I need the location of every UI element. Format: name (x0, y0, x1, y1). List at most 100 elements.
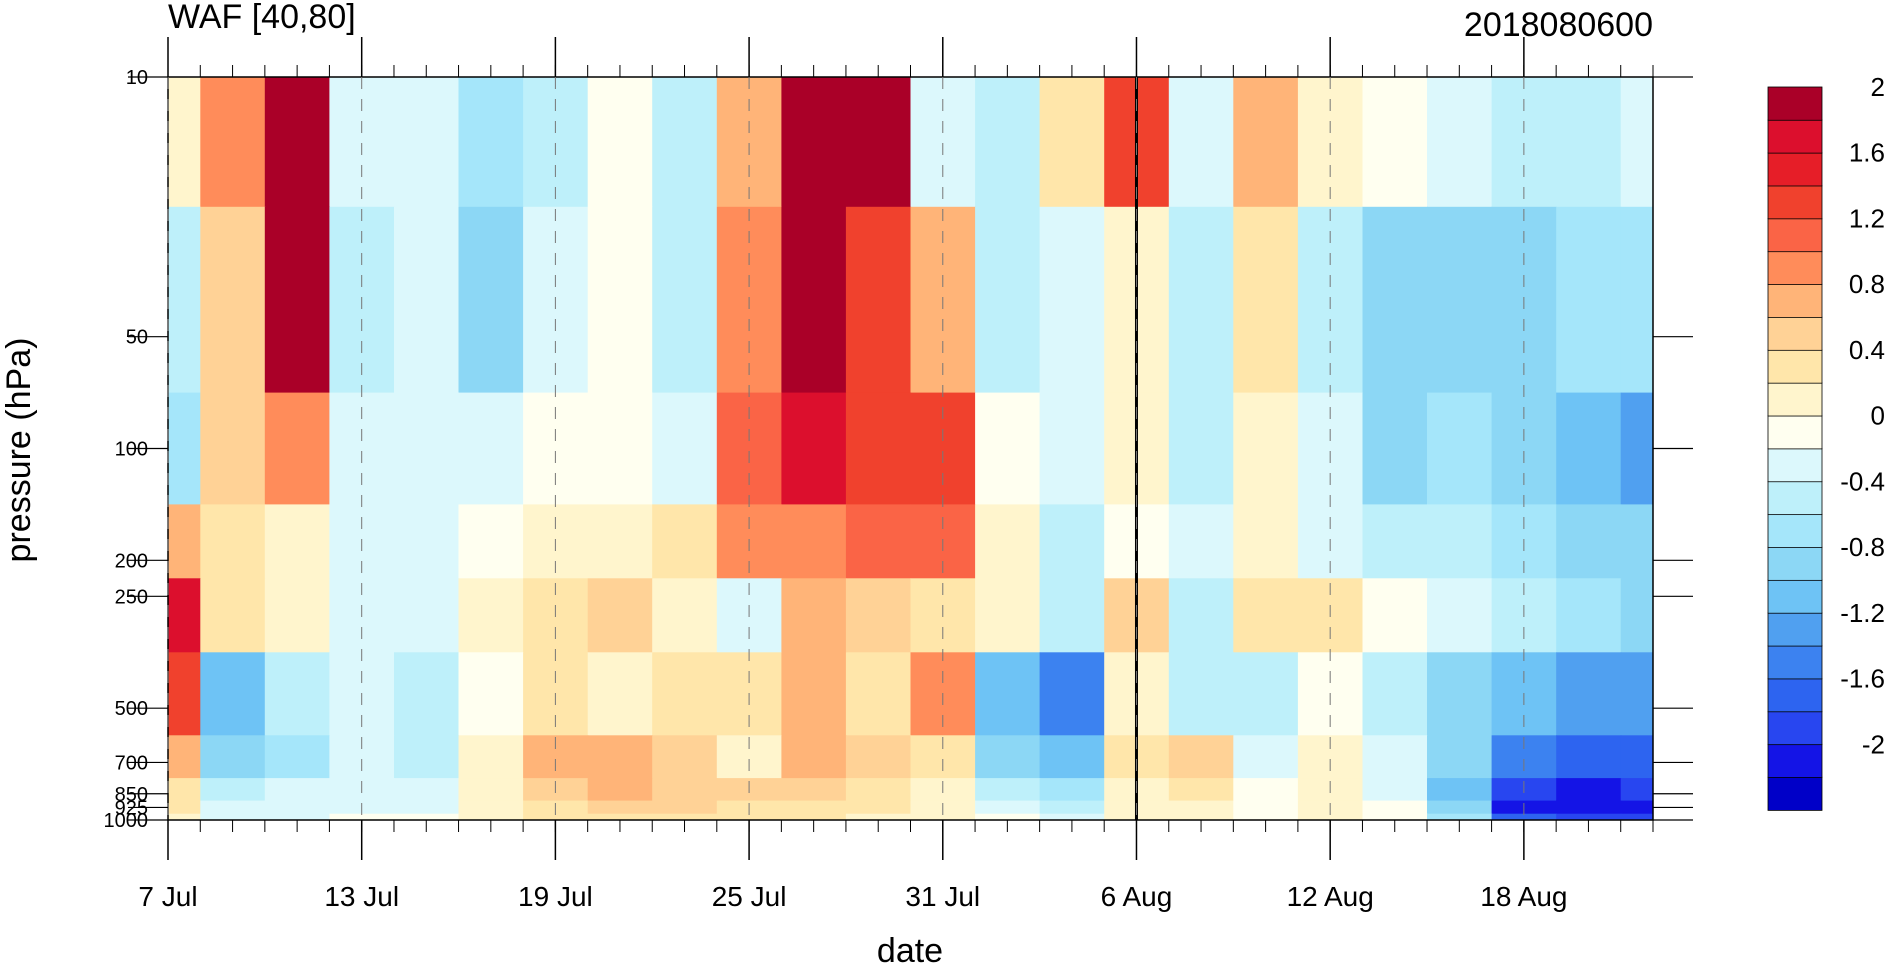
x-tick-label: 7 Jul (138, 881, 197, 912)
field-cell (1233, 77, 1299, 208)
field-cell (1427, 652, 1493, 736)
field-cell (1427, 800, 1493, 815)
field-cell (264, 206, 330, 394)
field-cell (652, 392, 718, 505)
colorbar-swatch (1767, 743, 1823, 778)
x-tick-label: 18 Aug (1480, 881, 1567, 912)
colorbar-swatch (1767, 776, 1823, 811)
field-cell (1039, 735, 1105, 779)
field-cell (781, 800, 847, 815)
field-cell (458, 504, 524, 579)
field-cell (1039, 77, 1105, 208)
field-cell (1039, 206, 1105, 394)
field-cell (652, 652, 718, 736)
field-cell (587, 800, 653, 815)
field-cell (1491, 813, 1557, 820)
colorbar-swatch (1767, 382, 1823, 417)
field-cell (1233, 813, 1299, 820)
field-cell (1427, 392, 1493, 505)
field-cell (910, 77, 976, 208)
field-cell (975, 504, 1041, 579)
y-axis-label: pressure (hPa) (0, 338, 38, 563)
field-cell (200, 800, 266, 815)
field-cell (781, 778, 847, 802)
x-tick-label: 12 Aug (1287, 881, 1374, 912)
field-cell (1427, 77, 1493, 208)
field-cell (1362, 813, 1428, 820)
field-cell (168, 504, 201, 579)
field-cell (458, 77, 524, 208)
field-cell (1620, 578, 1653, 653)
field-cell (1556, 813, 1622, 820)
field-cell (394, 77, 460, 208)
colorbar-tick-label: 0 (1871, 401, 1885, 431)
field-cell (587, 778, 653, 802)
field-cell (1620, 504, 1653, 579)
field-cell (1168, 800, 1234, 815)
field-cell (200, 778, 266, 802)
colorbar-swatch (1767, 250, 1823, 285)
x-axis: 7 Jul 13 Jul 19 Jul 25 Jul 31 Jul 6 Aug 12 Aug… (138, 37, 1654, 912)
field-cell (1168, 77, 1234, 208)
field-cell (975, 77, 1041, 208)
field-cell (1556, 392, 1622, 505)
colorbar-swatch (1767, 152, 1823, 187)
x-axis-label: date (877, 932, 943, 968)
colorbar-tick-label: -0.4 (1840, 466, 1885, 496)
colorbar-swatch (1767, 612, 1823, 647)
colorbar-tick-label: -1.6 (1840, 664, 1885, 694)
field-cell (1297, 77, 1364, 208)
field-cell (587, 652, 653, 736)
field-cell (264, 392, 330, 505)
field-cell (394, 504, 460, 579)
field-cell (394, 578, 460, 653)
field-cell (1620, 77, 1653, 208)
field-cell (458, 578, 524, 653)
field-cell (1620, 735, 1653, 779)
field-cell (1039, 813, 1105, 820)
field-cells (168, 77, 1653, 820)
field-cell (1362, 392, 1428, 505)
field-cell (975, 735, 1041, 779)
field-cell (587, 578, 653, 653)
field-cell (394, 800, 460, 815)
field-cell (716, 813, 782, 820)
field-cell (394, 735, 460, 779)
field-cell (1039, 392, 1105, 505)
field-cell (845, 800, 912, 815)
y-tick-label: 925 (115, 797, 148, 819)
colorbar-swatch (1767, 415, 1823, 450)
field-cell (1427, 778, 1493, 802)
field-cell (1168, 504, 1234, 579)
field-cell (1427, 735, 1493, 779)
field-cell (394, 652, 460, 736)
field-cell (1556, 800, 1622, 815)
field-cell (264, 813, 330, 820)
field-cell (1362, 652, 1428, 736)
field-cell (168, 735, 201, 779)
field-cell (1620, 813, 1653, 820)
x-tick-label: 6 Aug (1101, 881, 1173, 912)
field-cell (458, 778, 524, 802)
field-cell (1168, 392, 1234, 505)
field-cell (264, 652, 330, 736)
field-cell (264, 77, 330, 208)
field-cell (168, 578, 201, 653)
field-cell (329, 813, 395, 820)
field-cell (264, 504, 330, 579)
field-cell (1039, 504, 1105, 579)
field-cell (1233, 504, 1299, 579)
field-cell (652, 800, 718, 815)
field-cell (264, 800, 330, 815)
colorbar-tick-label: 1.2 (1849, 203, 1885, 233)
colorbar-swatch (1767, 678, 1823, 713)
field-cell (200, 77, 266, 208)
field-cell (1168, 206, 1234, 394)
field-cell (1556, 77, 1622, 208)
field-cell (1556, 652, 1622, 736)
field-cell (523, 813, 589, 820)
field-cell (1362, 800, 1428, 815)
field-cell (587, 735, 653, 779)
